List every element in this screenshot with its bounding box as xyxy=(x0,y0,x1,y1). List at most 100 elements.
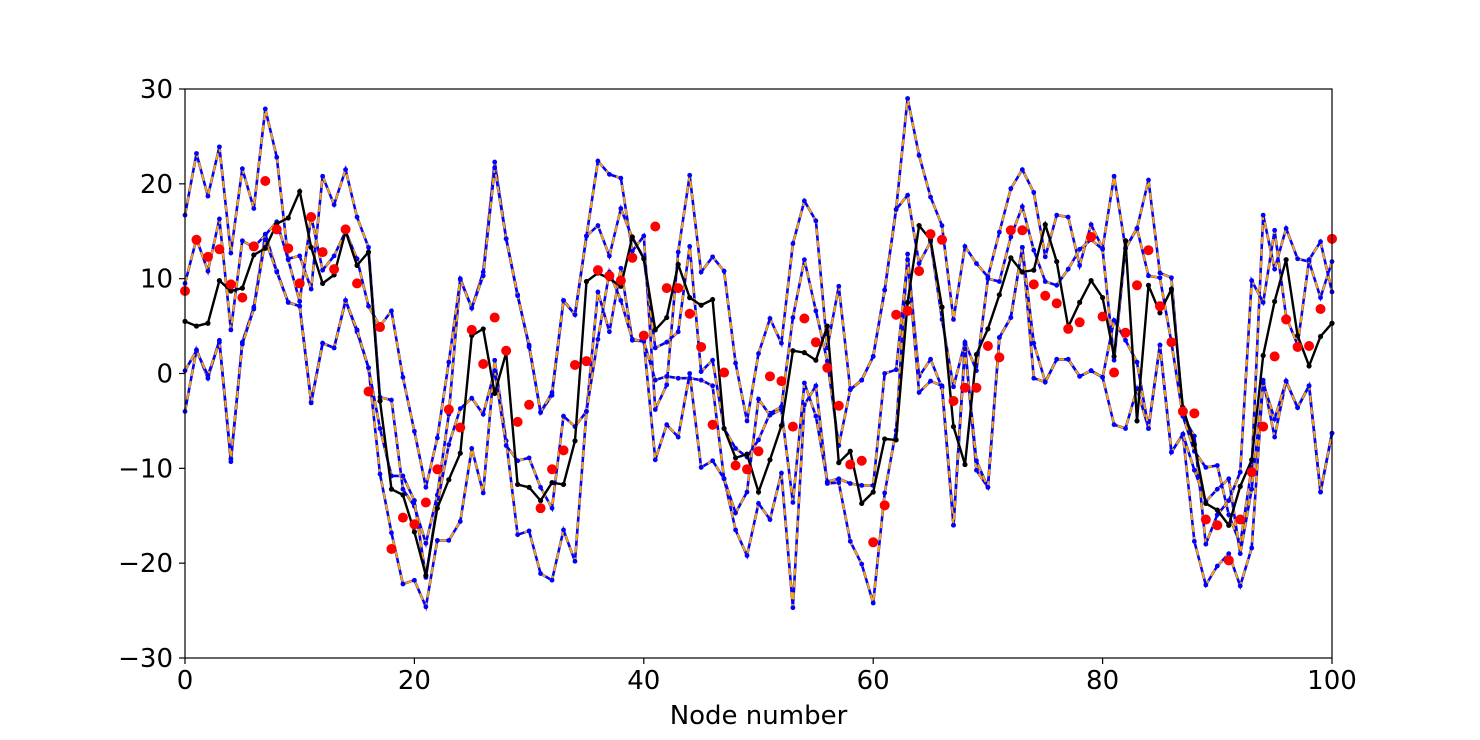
observation-point xyxy=(696,341,707,352)
y-tick-label: −10 xyxy=(118,454,173,484)
data-point-lower-band-outer xyxy=(526,455,532,461)
observation-point xyxy=(994,352,1005,363)
data-point-lower-band-outer xyxy=(549,505,555,511)
data-point-lower-band-inner xyxy=(412,577,417,583)
data-point-lower-band-inner xyxy=(400,581,406,587)
data-point-upper-band-inner xyxy=(1260,299,1266,305)
observation-point xyxy=(455,422,466,433)
data-point-lower-band-inner xyxy=(1226,551,1232,557)
data-point-lower-band-outer xyxy=(217,339,222,345)
data-point-mean xyxy=(744,451,750,457)
data-point-lower-band-inner xyxy=(561,527,566,533)
data-point-lower-band-inner xyxy=(836,480,842,485)
x-tick-label: 60 xyxy=(857,666,890,696)
data-point-lower-band-outer xyxy=(859,483,865,488)
data-point-lower-band-outer xyxy=(1295,405,1300,411)
data-point-upper-band-outer xyxy=(1214,463,1220,468)
observation-point xyxy=(730,460,741,471)
data-point-lower-band-outer xyxy=(194,348,199,354)
data-point-upper-band-inner xyxy=(951,384,956,390)
data-point-upper-band-inner xyxy=(675,329,681,335)
data-point-upper-band-outer xyxy=(996,229,1002,235)
observation-point xyxy=(386,543,397,554)
observation-point xyxy=(810,337,821,348)
data-point-lower-band-outer xyxy=(446,442,452,448)
data-point-upper-band-outer xyxy=(1283,226,1289,231)
data-point-mean xyxy=(1191,442,1197,448)
y-tick-label: 10 xyxy=(140,265,173,295)
data-point-lower-band-outer xyxy=(274,269,280,275)
data-point-mean xyxy=(515,481,521,488)
data-point-upper-band-inner xyxy=(618,206,624,211)
data-point-lower-band-inner xyxy=(457,519,463,524)
data-point-mean xyxy=(905,299,911,305)
data-point-upper-band-outer xyxy=(217,144,222,150)
observation-point xyxy=(248,241,259,252)
data-point-mean xyxy=(836,460,842,466)
data-point-mean xyxy=(1054,258,1060,265)
data-point-lower-band-inner xyxy=(664,422,670,428)
observation-point xyxy=(1086,231,1097,242)
data-point-mean xyxy=(262,245,268,251)
data-point-upper-band-outer xyxy=(194,151,199,156)
data-point-upper-band-inner xyxy=(423,484,429,490)
data-point-lower-band-inner xyxy=(974,467,979,473)
data-point-lower-band-outer xyxy=(1111,317,1117,323)
data-point-lower-band-outer xyxy=(893,367,899,373)
data-point-upper-band-inner xyxy=(526,342,532,348)
data-point-mean xyxy=(526,484,532,490)
data-point-upper-band-outer xyxy=(354,214,360,220)
observation-point xyxy=(558,445,569,456)
observation-point xyxy=(1120,327,1131,338)
data-point-lower-band-inner xyxy=(469,446,475,451)
observation-point xyxy=(948,396,959,407)
data-point-mean xyxy=(721,425,727,432)
x-axis-label: Node number xyxy=(670,701,848,731)
data-point-upper-band-outer xyxy=(744,418,750,424)
observation-point xyxy=(753,446,764,457)
data-point-upper-band-outer xyxy=(687,172,693,178)
data-point-upper-band-outer xyxy=(1146,177,1151,183)
y-tick-label: 20 xyxy=(140,170,173,200)
data-point-mean xyxy=(698,302,704,308)
data-point-lower-band-inner xyxy=(262,231,268,237)
data-point-upper-band-outer xyxy=(1008,186,1014,191)
data-point-lower-band-outer xyxy=(366,365,371,371)
data-point-upper-band-inner xyxy=(710,357,716,363)
data-point-mean xyxy=(1077,299,1083,305)
data-point-lower-band-outer xyxy=(1077,373,1083,379)
data-point-upper-band-inner xyxy=(1077,246,1083,252)
observation-point xyxy=(524,399,535,410)
data-point-lower-band-inner xyxy=(882,490,888,496)
data-point-mean xyxy=(1100,295,1106,301)
data-point-mean xyxy=(652,327,658,333)
data-point-upper-band-outer xyxy=(1042,254,1048,260)
data-point-lower-band-outer xyxy=(824,479,830,485)
data-point-lower-band-inner xyxy=(847,538,853,544)
data-point-upper-band-inner xyxy=(239,238,245,244)
data-point-lower-band-outer xyxy=(1283,378,1289,384)
observation-point xyxy=(1315,304,1326,315)
data-point-lower-band-inner xyxy=(870,600,876,606)
data-point-lower-band-outer xyxy=(618,298,624,303)
observations-layer xyxy=(180,175,1337,566)
observation-point xyxy=(868,537,879,548)
data-point-lower-band-inner xyxy=(962,341,968,347)
data-point-upper-band-outer xyxy=(928,194,933,200)
data-point-mean xyxy=(411,529,417,535)
observation-point xyxy=(1040,290,1051,301)
data-point-mean xyxy=(664,314,670,321)
observation-point xyxy=(1143,245,1154,256)
data-point-lower-band-outer xyxy=(1065,356,1071,362)
data-point-upper-band-inner xyxy=(996,279,1002,284)
observation-point xyxy=(1269,351,1280,362)
observation-point xyxy=(306,212,317,223)
data-point-lower-band-inner xyxy=(1191,538,1197,544)
data-point-mean xyxy=(950,424,957,430)
series-upper-band-inner xyxy=(182,165,1335,547)
data-point-mean xyxy=(1145,282,1152,288)
data-point-lower-band-inner xyxy=(606,329,612,335)
data-point-lower-band-inner xyxy=(526,528,532,534)
data-point-mean xyxy=(423,572,429,579)
data-point-upper-band-outer xyxy=(939,223,945,228)
